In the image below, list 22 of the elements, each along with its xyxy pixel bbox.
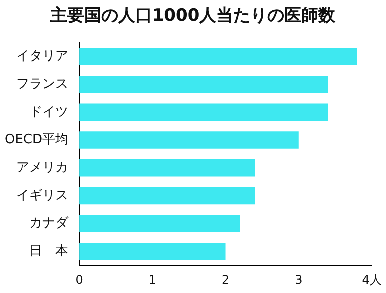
y-tick-label: アメリカ — [16, 160, 69, 176]
bar — [80, 76, 328, 94]
y-tick-label: イタリア — [16, 49, 69, 64]
y-tick-label: イギリス — [16, 188, 69, 204]
bar — [80, 159, 256, 177]
y-tick-label: ドイツ — [30, 104, 69, 120]
bar — [80, 215, 240, 232]
bar — [80, 187, 256, 205]
x-tick-label: 4人 — [362, 272, 382, 287]
x-tick-label: 0 — [76, 272, 84, 287]
x-tick-label: 1 — [148, 272, 156, 287]
bar — [80, 48, 358, 66]
y-tick-label: カナダ — [30, 216, 70, 232]
x-tick-label: 3 — [295, 272, 303, 287]
bar — [80, 132, 299, 149]
bar — [80, 243, 226, 260]
y-tick-label: フランス — [16, 76, 69, 92]
y-tick-label: 日 本 — [30, 244, 69, 260]
x-tick-label: 2 — [222, 272, 230, 287]
bar — [80, 104, 328, 122]
chart-title: 主要国の人口1000人当たりの医師数 — [49, 5, 337, 27]
y-tick-label: OECD平均 — [4, 132, 69, 148]
